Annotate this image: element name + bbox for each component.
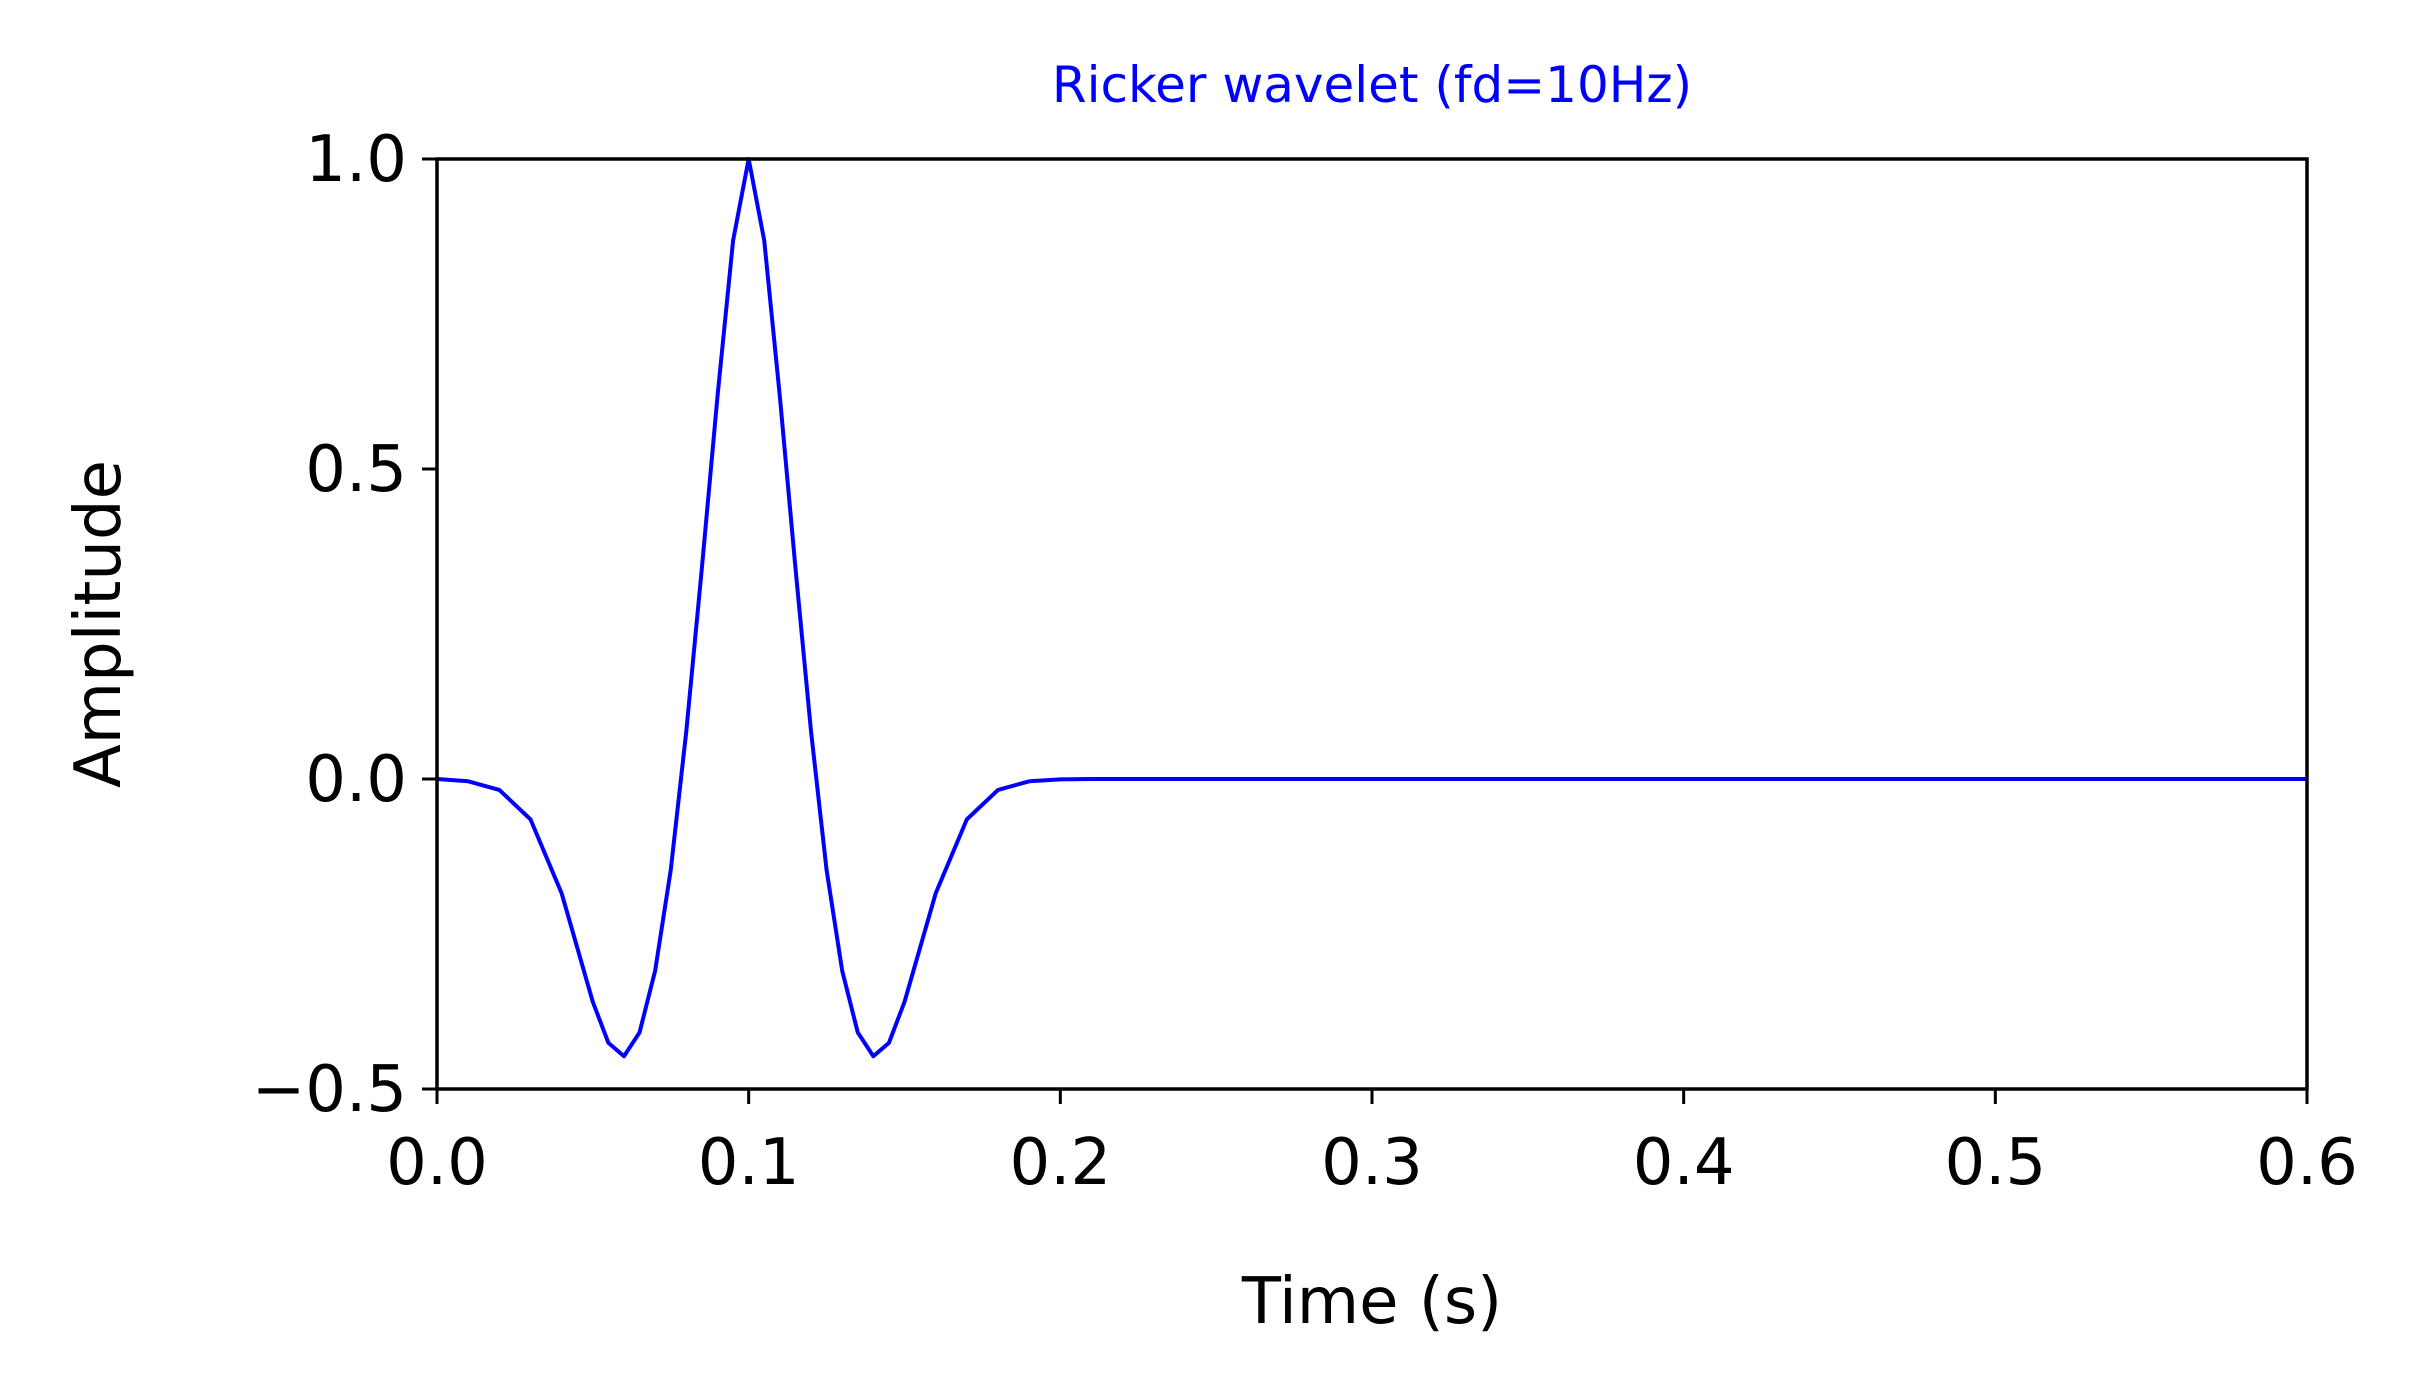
x-tick-label: 0.0 — [386, 1126, 488, 1200]
x-tick-label: 0.6 — [2256, 1126, 2358, 1200]
x-tick-label: 0.3 — [1321, 1126, 1423, 1200]
plot-area — [436, 157, 2307, 1059]
y-axis-label: Amplitude — [62, 460, 136, 788]
y-axis-ticks: −0.5 0.0 0.5 1.0 — [252, 123, 437, 1127]
y-tick-label: 0.0 — [305, 743, 407, 817]
x-tick-label: 0.2 — [1009, 1126, 1111, 1200]
x-axis-ticks: 0.0 0.1 0.2 0.3 0.4 0.5 0.6 — [386, 1089, 2358, 1200]
chart-title: Ricker wavelet (fd=10Hz) — [1052, 56, 1692, 114]
y-tick-label: 0.5 — [305, 433, 407, 507]
x-tick-label: 0.4 — [1633, 1126, 1735, 1200]
y-tick-label: −0.5 — [252, 1053, 407, 1127]
x-tick-label: 0.1 — [698, 1126, 800, 1200]
x-axis-label: Time (s) — [1241, 1265, 1502, 1339]
series-line-1 — [436, 157, 2307, 1059]
y-tick-label: 1.0 — [305, 123, 407, 197]
axes-frame — [435, 157, 2309, 1091]
x-tick-label: 0.5 — [1944, 1126, 2046, 1200]
